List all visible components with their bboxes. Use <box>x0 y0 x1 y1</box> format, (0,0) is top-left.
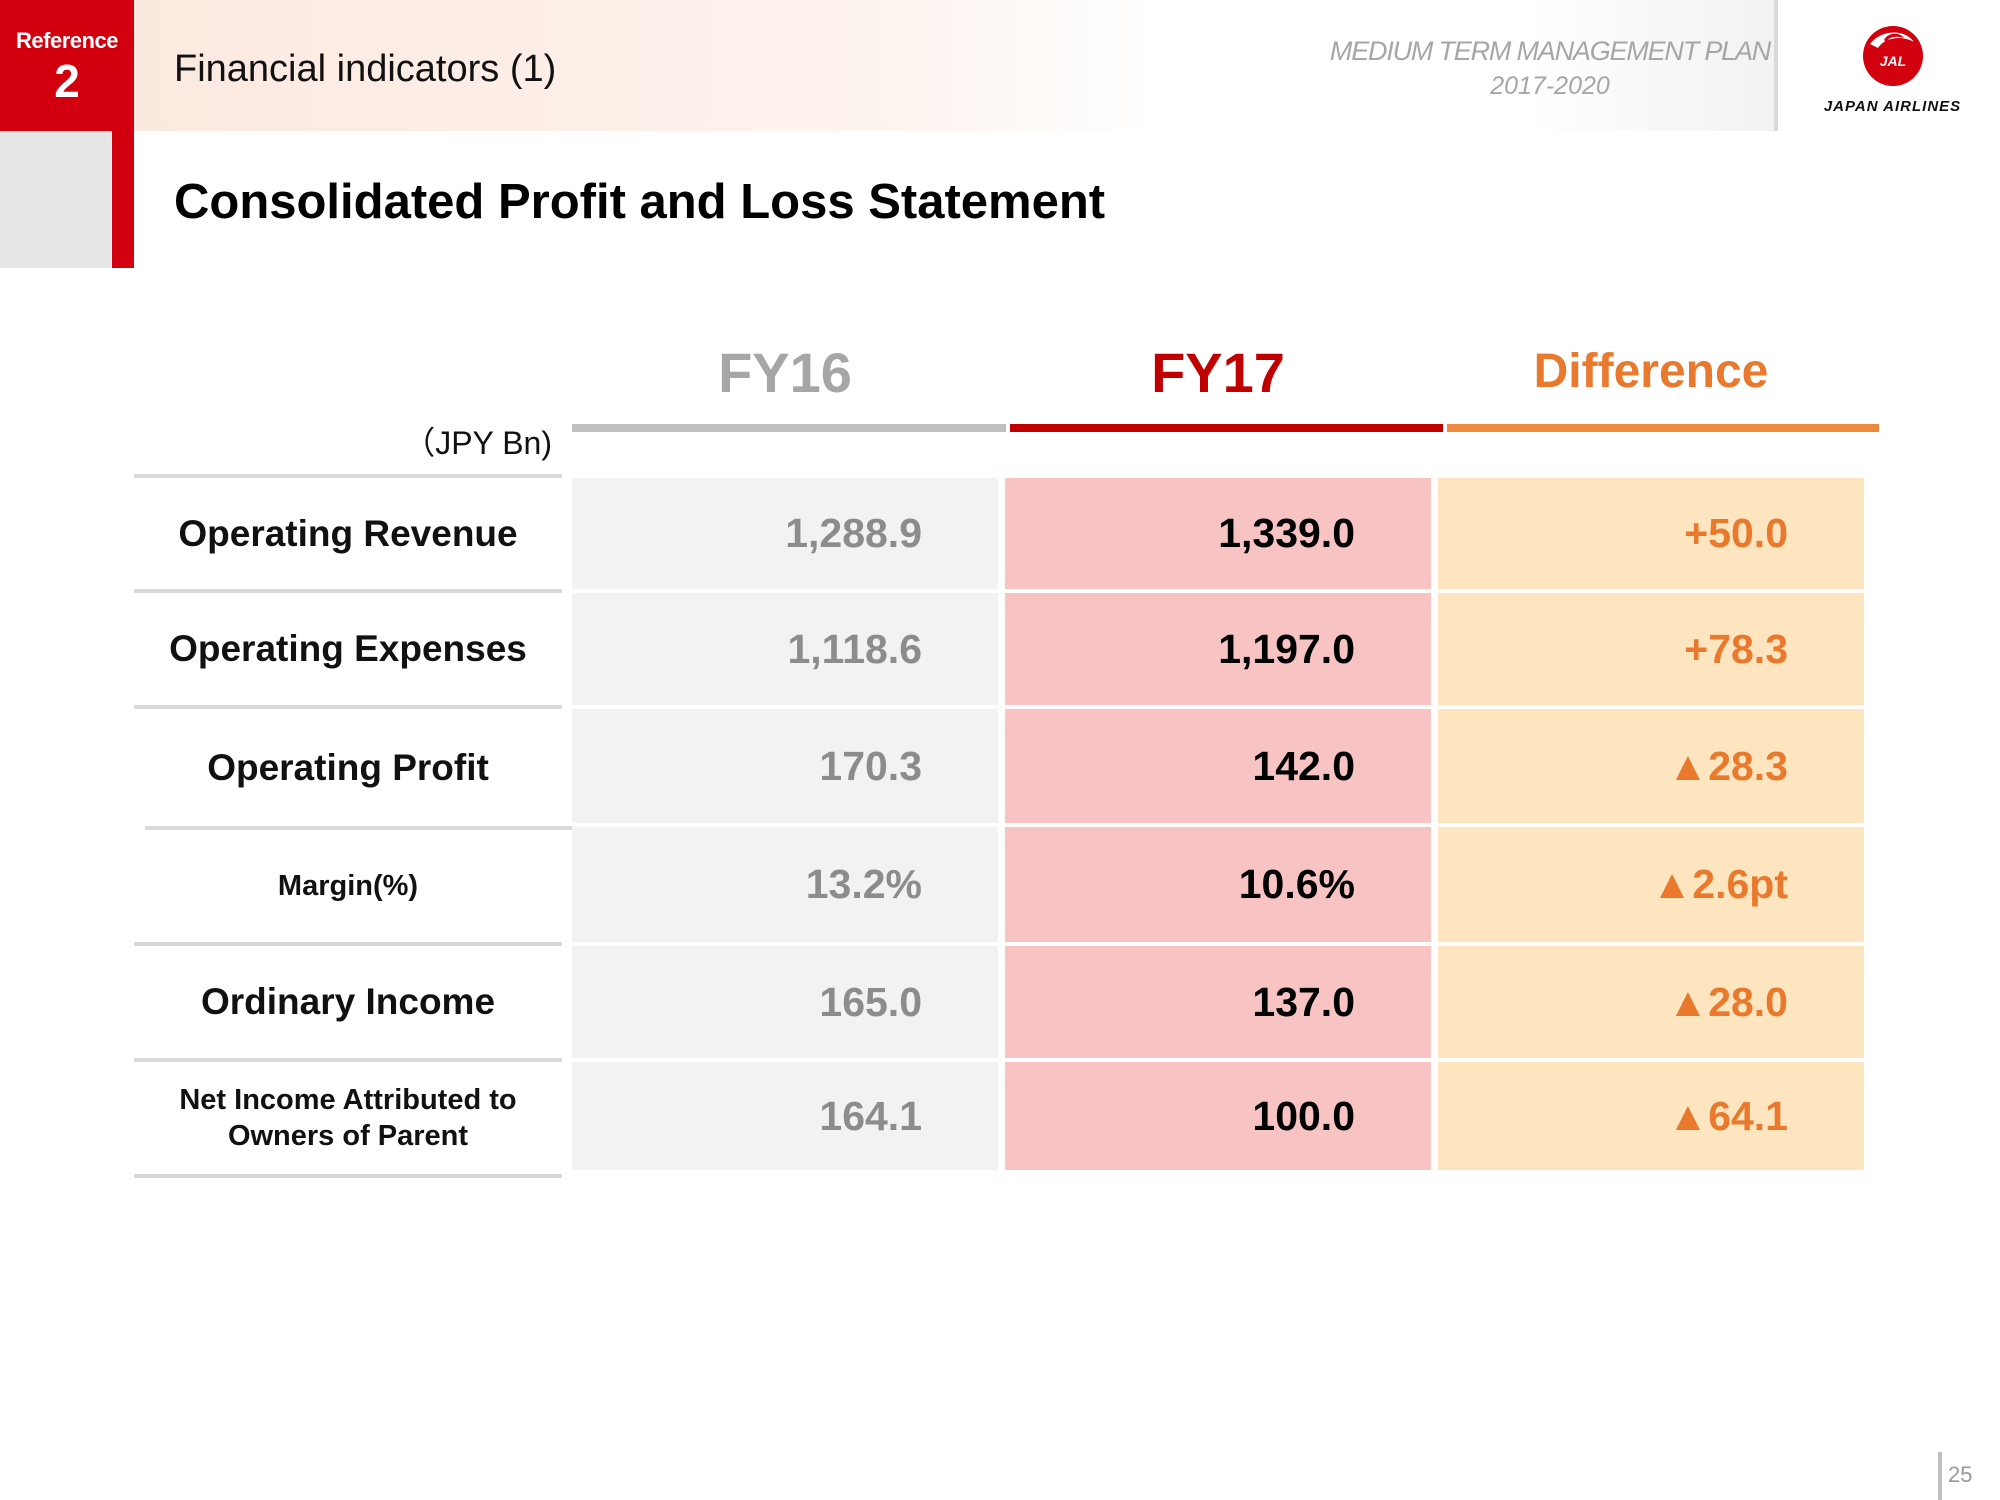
reference-label: Reference <box>16 28 118 53</box>
reference-badge: Reference 2 <box>0 0 134 131</box>
reference-number: 2 <box>54 55 80 107</box>
row-label-operating-expenses: Operating Expenses <box>169 628 527 669</box>
cell-fy16-margin: 13.2% <box>572 827 998 942</box>
row-label-net-income-line1: Net Income Attributed to <box>179 1084 517 1116</box>
plan-title: MEDIUM TERM MANAGEMENT PLAN <box>1329 36 1771 66</box>
cell-fy17-net-income: 100.0 <box>1005 1062 1431 1170</box>
column-header-difference: Difference <box>1533 345 1769 398</box>
row-label-ordinary-income: Ordinary Income <box>200 981 496 1022</box>
row-divider <box>134 474 562 478</box>
difference-underline <box>1447 424 1879 432</box>
cell-diff-margin: ▲2.6pt <box>1438 827 1864 942</box>
side-red-bar <box>112 131 134 268</box>
cell-fy16-operating-revenue: 1,288.9 <box>572 478 998 589</box>
cell-diff-operating-profit: ▲28.3 <box>1438 709 1864 823</box>
cell-diff-ordinary-income: ▲28.0 <box>1438 946 1864 1058</box>
row-label-net-income: Net Income Attributed to Owners of Paren… <box>134 1062 562 1174</box>
cell-fy16-operating-expenses: 1,118.6 <box>572 593 998 705</box>
cell-fy16-net-income: 164.1 <box>572 1062 998 1170</box>
row-divider <box>134 589 562 593</box>
cell-fy17-operating-expenses: 1,197.0 <box>1005 593 1431 705</box>
cell-fy17-operating-revenue: 1,339.0 <box>1005 478 1431 589</box>
crane-logo-icon: JAL <box>1863 26 1923 86</box>
column-header-fy16: FY16 <box>718 341 852 404</box>
cell-diff-operating-expenses: +78.3 <box>1438 593 1864 705</box>
column-header-fy17: FY17 <box>1151 341 1285 404</box>
plan-years: 2017-2020 <box>1490 72 1610 100</box>
row-label-operating-profit: Operating Profit <box>207 746 489 788</box>
cell-fy16-operating-profit: 170.3 <box>572 709 998 823</box>
fy16-underline <box>572 424 1006 432</box>
row-divider <box>134 1174 562 1178</box>
unit-label: （JPY Bn) <box>403 425 552 461</box>
logo-badge-text: JAL <box>1880 53 1906 69</box>
cell-fy17-ordinary-income: 137.0 <box>1005 946 1431 1058</box>
row-label-margin: Margin(%) <box>277 869 419 902</box>
cell-diff-net-income: ▲64.1 <box>1438 1062 1864 1170</box>
page-number: 25 <box>1948 1462 1973 1487</box>
row-divider <box>134 1058 562 1062</box>
row-divider <box>134 705 562 709</box>
cell-fy17-margin: 10.6% <box>1005 827 1431 942</box>
side-grey-block <box>0 131 112 268</box>
row-divider <box>145 826 572 830</box>
header-band <box>134 0 1774 131</box>
jal-logo: JAL JAPAN AIRLINES <box>1800 22 1985 122</box>
cell-fy17-operating-profit: 142.0 <box>1005 709 1431 823</box>
cell-diff-operating-revenue: +50.0 <box>1438 478 1864 589</box>
page-title: Consolidated Profit and Loss Statement <box>174 175 1106 229</box>
row-label-operating-revenue: Operating Revenue <box>178 512 518 554</box>
cell-fy16-ordinary-income: 165.0 <box>572 946 998 1058</box>
header-divider <box>1774 0 1778 131</box>
row-label-net-income-line2: Owners of Parent <box>227 1120 469 1152</box>
fy17-underline <box>1010 424 1443 432</box>
section-title: Financial indicators (1) <box>174 48 557 90</box>
logo-text: JAPAN AIRLINES <box>1823 98 1962 115</box>
page-number-bar <box>1938 1452 1942 1500</box>
row-divider <box>134 942 562 946</box>
